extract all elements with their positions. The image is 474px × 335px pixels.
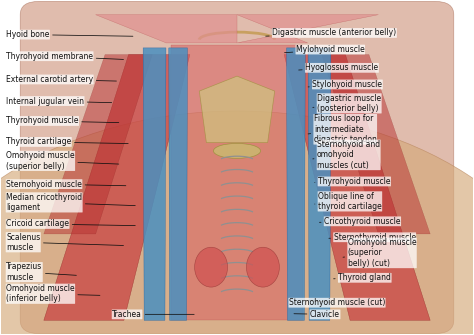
Text: Omohyoid muscle
(superior belly): Omohyoid muscle (superior belly) <box>6 151 119 171</box>
Text: Mylohyoid muscle: Mylohyoid muscle <box>284 45 365 54</box>
Text: Omohyoid muscle
(superior
belly) (cut): Omohyoid muscle (superior belly) (cut) <box>343 238 416 268</box>
Wedge shape <box>0 111 474 335</box>
Text: Stylohyoid muscle: Stylohyoid muscle <box>308 80 383 89</box>
Text: Sternohyoid muscle: Sternohyoid muscle <box>6 180 126 189</box>
Text: Cricoid cartilage: Cricoid cartilage <box>6 219 135 228</box>
Text: Cricothyroid muscle: Cricothyroid muscle <box>319 217 401 226</box>
Text: Trachea: Trachea <box>112 310 194 319</box>
Text: Thyrohyoid membrane: Thyrohyoid membrane <box>6 52 124 61</box>
Polygon shape <box>237 15 378 43</box>
Text: Sternohyoid and
omohyoid
muscles (cut): Sternohyoid and omohyoid muscles (cut) <box>313 140 380 170</box>
Text: Thyroid gland: Thyroid gland <box>334 273 391 282</box>
Text: Sternothyroid muscle: Sternothyroid muscle <box>329 233 416 242</box>
Polygon shape <box>284 55 430 320</box>
Polygon shape <box>199 76 275 143</box>
Text: Thyroid cartilage: Thyroid cartilage <box>6 137 128 146</box>
Text: Trapezius
muscle: Trapezius muscle <box>6 262 76 282</box>
Polygon shape <box>143 48 166 320</box>
Text: Internal jugular vein: Internal jugular vein <box>6 96 112 106</box>
Text: Digastric muscle (anterior belly): Digastric muscle (anterior belly) <box>266 28 396 38</box>
Text: Omohyoid muscle
(inferior belly): Omohyoid muscle (inferior belly) <box>6 284 100 304</box>
Text: External carotid artery: External carotid artery <box>6 75 117 84</box>
Text: Thyrohyoid muscle: Thyrohyoid muscle <box>315 177 391 186</box>
Text: Sternohyoid muscle (cut): Sternohyoid muscle (cut) <box>289 298 385 307</box>
Polygon shape <box>322 55 430 234</box>
Text: Digastric muscle
(posterior belly): Digastric muscle (posterior belly) <box>313 94 381 113</box>
Text: Hyoid bone: Hyoid bone <box>6 30 133 39</box>
Polygon shape <box>287 48 305 320</box>
Ellipse shape <box>246 247 279 287</box>
Text: Thyrohyoid muscle: Thyrohyoid muscle <box>6 117 119 126</box>
Text: Oblique line of
thyroid cartilage: Oblique line of thyroid cartilage <box>315 192 382 211</box>
Polygon shape <box>171 45 303 320</box>
Polygon shape <box>169 48 187 320</box>
Polygon shape <box>308 48 331 320</box>
Ellipse shape <box>195 247 228 287</box>
Polygon shape <box>44 55 190 320</box>
Polygon shape <box>44 55 152 234</box>
Text: Clavicle: Clavicle <box>294 310 340 319</box>
Text: Fibrous loop for
intermediate
digastric tendon: Fibrous loop for intermediate digastric … <box>308 114 377 144</box>
Text: Median cricothyroid
ligament: Median cricothyroid ligament <box>6 193 135 212</box>
Text: Scalenus
muscle: Scalenus muscle <box>6 232 124 252</box>
FancyBboxPatch shape <box>20 1 454 334</box>
Text: Hyoglossus muscle: Hyoglossus muscle <box>299 63 378 72</box>
Polygon shape <box>96 15 237 43</box>
Ellipse shape <box>213 143 261 158</box>
